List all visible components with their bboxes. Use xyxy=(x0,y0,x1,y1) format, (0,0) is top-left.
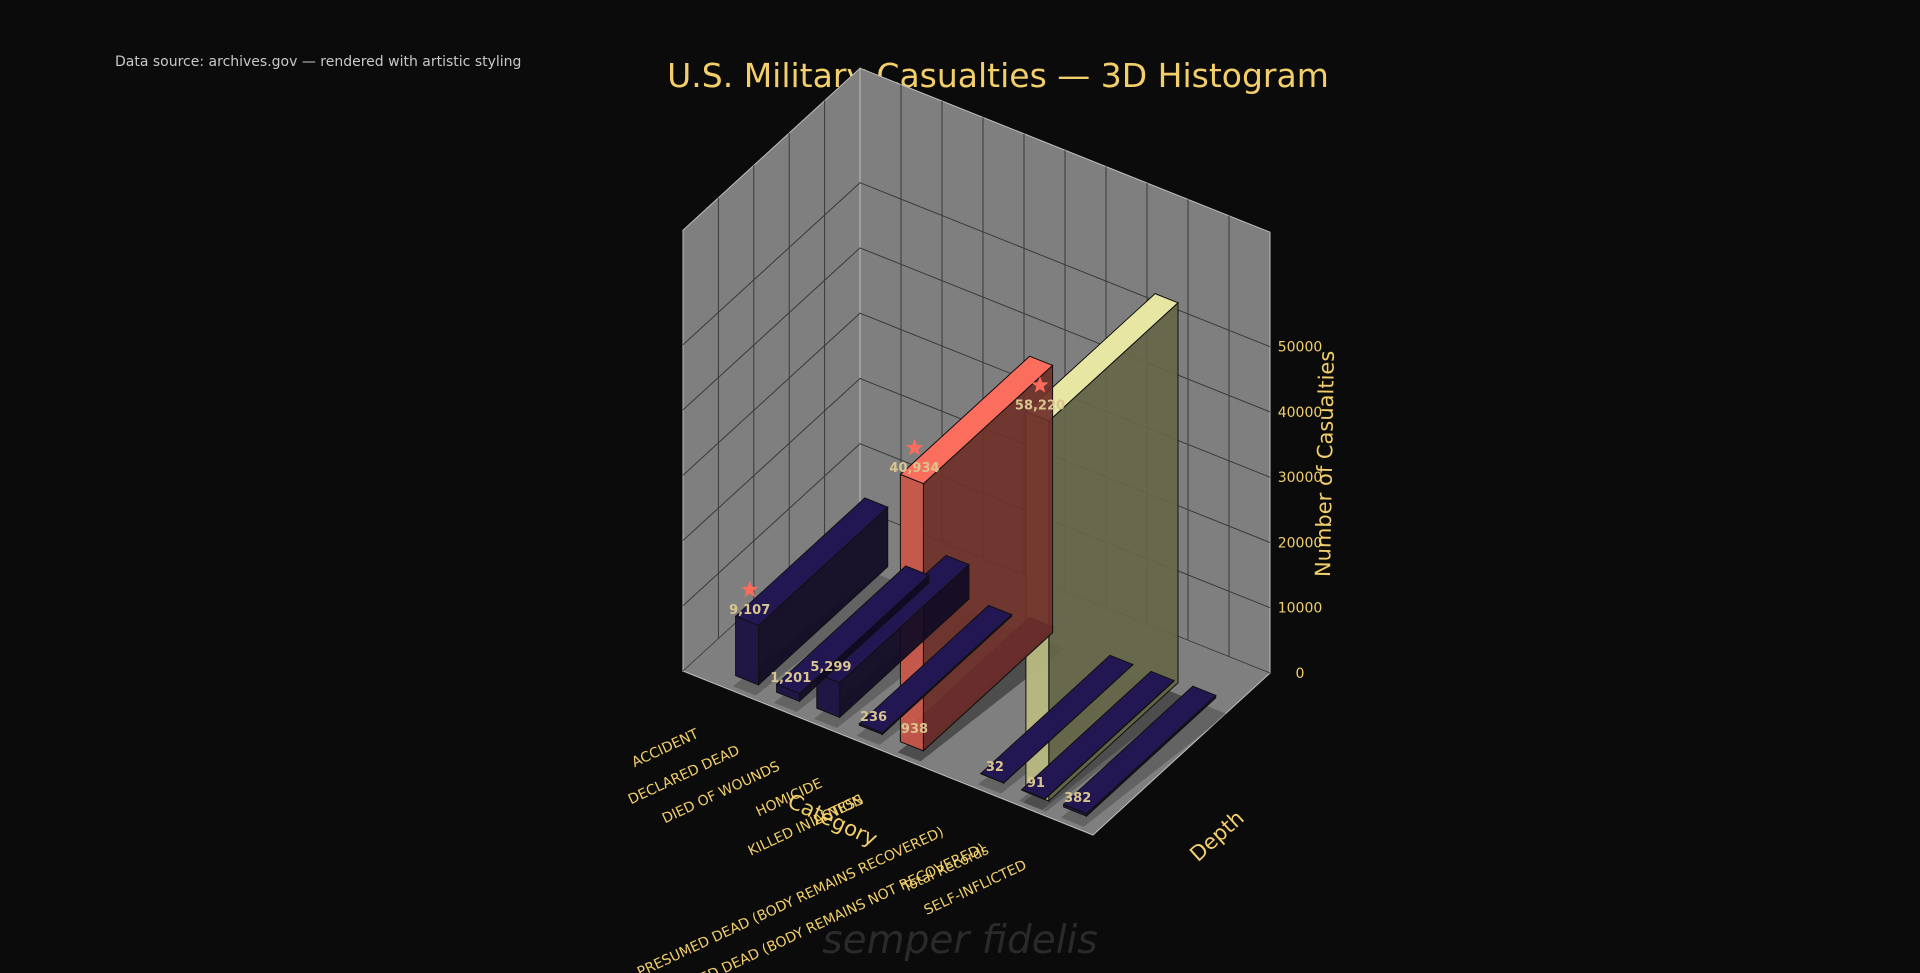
chart-bars xyxy=(734,293,1217,818)
value-label: 5,299 xyxy=(810,660,851,675)
highlight-star-icon xyxy=(906,438,924,456)
bar-front-face xyxy=(1021,788,1046,801)
value-label: 382 xyxy=(1064,791,1091,806)
bar-front-face xyxy=(735,615,759,686)
value-label: 1,201 xyxy=(770,671,811,686)
highlight-star-icon xyxy=(741,580,759,597)
value-label: 91 xyxy=(1027,776,1045,791)
z-tick-label: 10000 xyxy=(1278,601,1323,617)
bar-8 xyxy=(1020,670,1175,801)
value-label: 40,934 xyxy=(889,461,939,476)
chart-title: U.S. Military Casualties — 3D Histogram xyxy=(667,56,1329,95)
value-label: 938 xyxy=(901,722,928,737)
source-note: Data source: archives.gov — rendered wit… xyxy=(115,54,522,70)
highlight-star-icon xyxy=(1031,376,1049,393)
value-label: 9,107 xyxy=(729,603,770,618)
z-tick-label: 50000 xyxy=(1278,340,1323,356)
bar-9 xyxy=(1062,685,1217,818)
z-tick-label: 40000 xyxy=(1278,405,1323,421)
value-label: 58,220 xyxy=(1015,398,1065,413)
bar-2 xyxy=(775,565,930,703)
bar-front-face xyxy=(980,772,1005,784)
bar-front-face xyxy=(776,683,800,703)
y-axis-title: Depth xyxy=(1185,806,1249,867)
value-label: 32 xyxy=(986,760,1004,775)
chart-markers xyxy=(741,376,1049,597)
value-label: 236 xyxy=(860,710,887,725)
bar-front-face xyxy=(1063,803,1087,817)
bar-front-face xyxy=(858,722,883,736)
bar-4 xyxy=(858,604,1013,736)
z-tick-label: 0 xyxy=(1296,666,1305,682)
z-tick-label: 30000 xyxy=(1278,470,1323,486)
watermark: semper fidelis xyxy=(822,918,1098,963)
z-tick-label: 20000 xyxy=(1278,536,1323,552)
z-axis-title: Number of Casualties xyxy=(1311,350,1339,577)
bar-7 xyxy=(979,654,1134,785)
bar-1 xyxy=(734,497,889,687)
z-gridline xyxy=(682,182,1271,348)
